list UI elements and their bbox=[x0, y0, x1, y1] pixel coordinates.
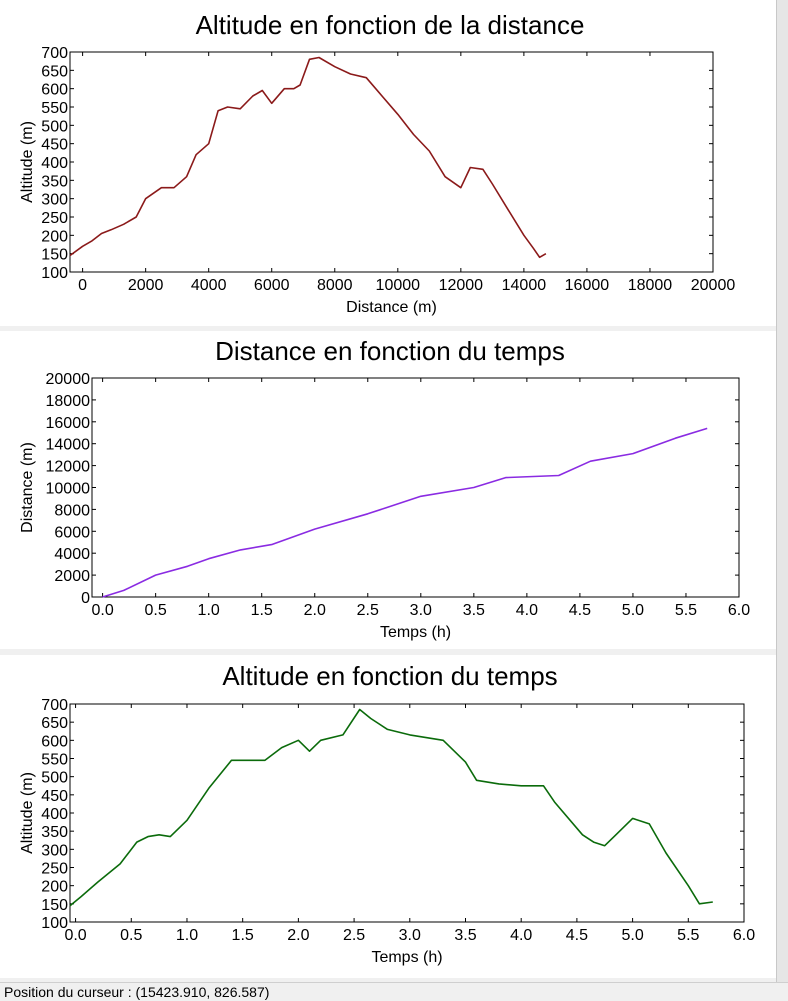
plot-frame bbox=[69, 703, 745, 923]
y-tick-label: 250 bbox=[41, 210, 68, 227]
altitude-time-panel: Altitude en fonction du temps 0.0 0.5 1.0 1.… bbox=[0, 655, 776, 978]
y-tick-label: 150 bbox=[41, 897, 68, 914]
y-tick-label: 450 bbox=[41, 137, 68, 154]
x-tick-label: 14000 bbox=[502, 277, 547, 294]
x-tick-label: 0 bbox=[78, 277, 87, 294]
x-tick-label: 3.0 bbox=[399, 927, 421, 944]
altitude-time-chart: Altitude en fonction du temps 0.0 0.5 1.0 1.… bbox=[19, 661, 755, 966]
y-tick-label: 8000 bbox=[54, 502, 90, 519]
y-tick-label: 400 bbox=[41, 155, 68, 172]
x-tick-label: 6.0 bbox=[733, 927, 755, 944]
y-tick-label: 12000 bbox=[46, 459, 91, 476]
y-tick-label: 4000 bbox=[54, 546, 90, 563]
x-tick-label: 0.5 bbox=[120, 927, 142, 944]
x-tick-label: 1.0 bbox=[176, 927, 198, 944]
chart-title: Altitude en fonction du temps bbox=[222, 661, 557, 691]
y-tick-label: 600 bbox=[41, 733, 68, 750]
series-line bbox=[69, 56, 547, 259]
y-axis-label: Distance (m) bbox=[19, 442, 36, 533]
y-tick-label: 550 bbox=[41, 100, 68, 117]
y-tick-label: 0 bbox=[81, 590, 90, 607]
x-tick-label: 6000 bbox=[254, 277, 290, 294]
chart-title: Altitude en fonction de la distance bbox=[196, 10, 585, 40]
x-tick-label: 0.0 bbox=[64, 927, 86, 944]
y-tick-label: 650 bbox=[41, 63, 68, 80]
y-tick-label: 450 bbox=[41, 788, 68, 805]
x-tick-label: 10000 bbox=[376, 277, 421, 294]
x-tick-label: 5.0 bbox=[622, 602, 644, 619]
x-tick-label: 6.0 bbox=[728, 602, 750, 619]
x-tick-label: 5.0 bbox=[621, 927, 643, 944]
x-tick-label: 0.0 bbox=[91, 602, 113, 619]
y-tick-label: 400 bbox=[41, 806, 68, 823]
y-axis-label: Altitude (m) bbox=[19, 772, 36, 854]
y-tick-label: 150 bbox=[41, 247, 68, 264]
y-tick-label: 100 bbox=[41, 915, 68, 932]
altitude-distance-chart: Altitude en fonction de la distance 0 2000… bbox=[19, 10, 736, 316]
distance-time-chart: Distance en fonction du temps 0.0 0.5 1.0 1.… bbox=[19, 336, 750, 641]
plot-frame bbox=[91, 377, 740, 598]
y-tick-label: 700 bbox=[41, 697, 68, 714]
x-tick-label: 16000 bbox=[565, 277, 610, 294]
y-tick-label: 16000 bbox=[46, 415, 91, 432]
x-tick-label: 5.5 bbox=[677, 927, 699, 944]
x-tick-label: 4.0 bbox=[510, 927, 532, 944]
x-tick-label: 2.0 bbox=[287, 927, 309, 944]
x-tick-label: 3.5 bbox=[463, 602, 485, 619]
y-tick-label: 18000 bbox=[46, 393, 91, 410]
chart-title: Distance en fonction du temps bbox=[215, 336, 565, 366]
y-axis-label: Altitude (m) bbox=[19, 121, 36, 203]
y-tick-label: 500 bbox=[41, 770, 68, 787]
x-tick-label: 1.0 bbox=[198, 602, 220, 619]
x-tick-label: 2000 bbox=[128, 277, 164, 294]
x-tick-label: 4.5 bbox=[566, 927, 588, 944]
x-axis-label: Distance (m) bbox=[346, 299, 437, 316]
y-tick-label: 700 bbox=[41, 45, 68, 62]
x-tick-label: 4.0 bbox=[516, 602, 538, 619]
x-tick-label: 0.5 bbox=[145, 602, 167, 619]
x-tick-label: 2.0 bbox=[304, 602, 326, 619]
x-tick-label: 5.5 bbox=[675, 602, 697, 619]
x-tick-label: 3.5 bbox=[454, 927, 476, 944]
y-tick-label: 350 bbox=[41, 173, 68, 190]
x-tick-label: 18000 bbox=[628, 277, 673, 294]
y-tick-label: 600 bbox=[41, 82, 68, 99]
altitude-distance-panel: Altitude en fonction de la distance 0 2000… bbox=[0, 0, 776, 326]
y-tick-label: 14000 bbox=[46, 437, 91, 454]
distance-time-panel: Distance en fonction du temps 0.0 0.5 1.0 1.… bbox=[0, 331, 776, 649]
y-tick-label: 200 bbox=[41, 879, 68, 896]
x-axis-label: Temps (h) bbox=[380, 624, 451, 641]
x-tick-label: 12000 bbox=[439, 277, 484, 294]
x-tick-label: 4000 bbox=[191, 277, 227, 294]
y-tick-label: 650 bbox=[41, 715, 68, 732]
y-tick-label: 6000 bbox=[54, 524, 90, 541]
y-tick-label: 550 bbox=[41, 752, 68, 769]
series-line bbox=[102, 427, 708, 598]
x-tick-label: 2.5 bbox=[343, 927, 365, 944]
x-axis-label: Temps (h) bbox=[371, 949, 442, 966]
x-tick-label: 3.0 bbox=[410, 602, 432, 619]
x-tick-label: 1.5 bbox=[232, 927, 254, 944]
y-tick-label: 350 bbox=[41, 824, 68, 841]
x-tick-label: 2.5 bbox=[357, 602, 379, 619]
x-tick-label: 4.5 bbox=[569, 602, 591, 619]
y-tick-label: 250 bbox=[41, 861, 68, 878]
y-tick-label: 300 bbox=[41, 842, 68, 859]
series-line bbox=[69, 708, 713, 907]
x-tick-label: 20000 bbox=[691, 277, 736, 294]
status-bar: Position du curseur : (15423.910, 826.58… bbox=[0, 982, 788, 1000]
y-tick-label: 10000 bbox=[46, 481, 91, 498]
y-tick-label: 300 bbox=[41, 192, 68, 209]
y-tick-label: 500 bbox=[41, 118, 68, 135]
y-tick-label: 2000 bbox=[54, 568, 90, 585]
x-tick-label: 8000 bbox=[317, 277, 353, 294]
y-tick-label: 20000 bbox=[46, 371, 91, 388]
background-window-edge bbox=[776, 0, 788, 1000]
y-tick-label: 200 bbox=[41, 228, 68, 245]
y-tick-label: 100 bbox=[41, 265, 68, 282]
x-tick-label: 1.5 bbox=[251, 602, 273, 619]
plot-frame bbox=[69, 51, 714, 273]
cursor-position-text: Position du curseur : (15423.910, 826.58… bbox=[4, 984, 270, 1000]
